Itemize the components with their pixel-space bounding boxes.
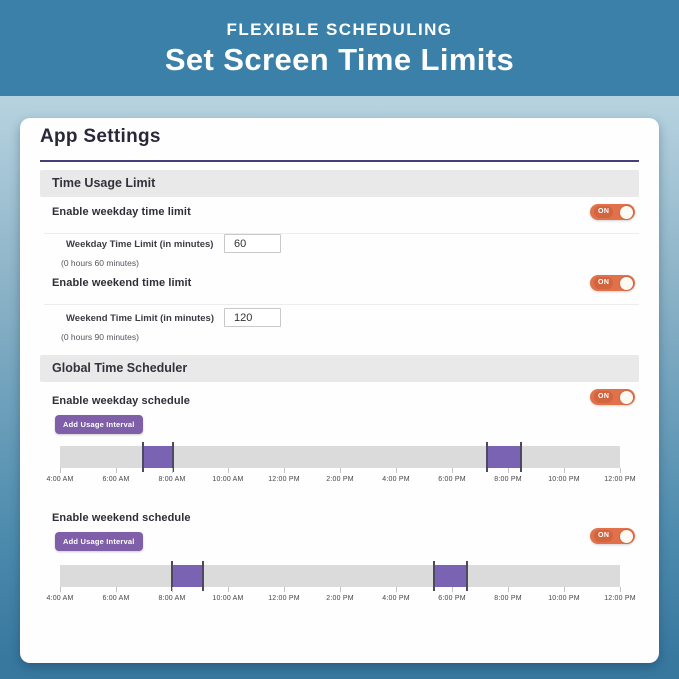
timeline-tick — [228, 587, 229, 592]
weekend-limit-field-label: Weekend Time Limit (in minutes) — [66, 313, 214, 324]
timeline-tick — [172, 587, 173, 592]
weekday-limit-enable-label: Enable weekday time limit — [52, 206, 191, 218]
timeline-axis-label: 6:00 AM — [102, 595, 130, 602]
weekday-schedule-toggle[interactable]: ON — [590, 389, 635, 405]
timeline-tick — [564, 587, 565, 592]
timeline-tick — [396, 587, 397, 592]
usage-interval-block[interactable] — [171, 561, 204, 591]
timeline-axis-label: 2:00 PM — [326, 476, 354, 483]
row-divider — [44, 304, 639, 305]
weekend-limit-input[interactable] — [224, 308, 281, 327]
timeline-bar — [60, 442, 620, 472]
timeline-tick — [172, 468, 173, 473]
weekday-limit-toggle[interactable]: ON — [590, 204, 635, 220]
timeline-tick — [396, 468, 397, 473]
row-divider — [44, 233, 639, 234]
timeline-tick — [340, 587, 341, 592]
weekday-schedule-enable-label: Enable weekday schedule — [52, 395, 191, 407]
timeline-tick — [452, 587, 453, 592]
weekday-schedule-timeline: 4:00 AM 6:00 AM 8:00 AM 10:00 AM 12:00 PM 2:0… — [46, 442, 636, 488]
toggle-on-label: ON — [594, 206, 614, 218]
toggle-on-label: ON — [594, 530, 614, 542]
timeline-axis-label: 12:00 PM — [604, 476, 636, 483]
weekday-limit-helper-text: (0 hours 60 minutes) — [61, 258, 139, 268]
timeline-tick — [284, 587, 285, 592]
usage-interval-block[interactable] — [433, 561, 469, 591]
timeline-tick — [564, 468, 565, 473]
timeline-tick — [284, 468, 285, 473]
weekend-schedule-timeline: 4:00 AM 6:00 AM 8:00 AM 10:00 AM 12:00 PM 2:0… — [46, 561, 636, 607]
timeline-axis-label: 10:00 AM — [212, 595, 244, 602]
add-usage-interval-button-weekend[interactable]: Add Usage Interval — [55, 532, 143, 551]
weekend-limit-toggle[interactable]: ON — [590, 275, 635, 291]
header-subtitle: FLEXIBLE SCHEDULING — [226, 20, 453, 39]
timeline-axis-label: 6:00 AM — [102, 476, 130, 483]
toggle-knob — [620, 205, 633, 219]
timeline-tick — [508, 587, 509, 592]
timeline-axis-label: 4:00 AM — [46, 476, 74, 483]
timeline-tick — [340, 468, 341, 473]
timeline-axis-label: 2:00 PM — [326, 595, 354, 602]
settings-card: App Settings Time Usage Limit Enable wee… — [20, 118, 659, 663]
toggle-on-label: ON — [594, 277, 614, 289]
toggle-knob — [620, 390, 633, 404]
timeline-axis-label: 4:00 PM — [382, 595, 410, 602]
usage-interval-block[interactable] — [486, 442, 522, 472]
timeline-axis-label: 8:00 PM — [494, 476, 522, 483]
weekend-limit-enable-label: Enable weekend time limit — [52, 277, 192, 289]
timeline-axis-label: 10:00 AM — [212, 476, 244, 483]
weekend-limit-helper-text: (0 hours 90 minutes) — [61, 332, 139, 342]
timeline-axis-label: 12:00 PM — [268, 476, 300, 483]
timeline-axis-label: 4:00 AM — [46, 595, 74, 602]
weekend-schedule-enable-label: Enable weekend schedule — [52, 512, 191, 524]
timeline-axis-label: 8:00 PM — [494, 595, 522, 602]
timeline-tick — [620, 468, 621, 473]
timeline-tick — [508, 468, 509, 473]
header-title: Set Screen Time Limits — [164, 42, 515, 77]
toggle-knob — [620, 529, 633, 543]
timeline-axis-label: 4:00 PM — [382, 476, 410, 483]
timeline-axis-label: 10:00 PM — [548, 595, 580, 602]
usage-interval-block[interactable] — [141, 442, 174, 472]
timeline-axis-label: 12:00 PM — [268, 595, 300, 602]
timeline-tick — [60, 468, 61, 473]
timeline-tick — [228, 468, 229, 473]
weekend-schedule-toggle[interactable]: ON — [590, 528, 635, 544]
timeline-tick — [116, 587, 117, 592]
add-usage-interval-button-weekday[interactable]: Add Usage Interval — [55, 415, 143, 434]
timeline-axis-label: 12:00 PM — [604, 595, 636, 602]
toggle-on-label: ON — [594, 391, 614, 403]
section-header-time-usage: Time Usage Limit — [40, 170, 639, 197]
timeline-axis-label: 10:00 PM — [548, 476, 580, 483]
timeline-tick — [452, 468, 453, 473]
page-title: App Settings — [40, 126, 161, 147]
timeline-bar — [60, 561, 620, 591]
timeline-axis-label: 6:00 PM — [438, 476, 466, 483]
toggle-knob — [620, 276, 633, 290]
timeline-axis-label: 6:00 PM — [438, 595, 466, 602]
timeline-tick — [60, 587, 61, 592]
timeline-axis-label: 8:00 AM — [158, 476, 186, 483]
timeline-tick — [116, 468, 117, 473]
timeline-axis-label: 8:00 AM — [158, 595, 186, 602]
header-banner: FLEXIBLE SCHEDULING Set Screen Time Limi… — [0, 0, 679, 96]
weekday-limit-field-label: Weekday Time Limit (in minutes) — [66, 239, 214, 250]
timeline-tick — [620, 587, 621, 592]
title-underline — [40, 160, 639, 162]
section-header-global-scheduler: Global Time Scheduler — [40, 355, 639, 382]
weekday-limit-input[interactable] — [224, 234, 281, 253]
